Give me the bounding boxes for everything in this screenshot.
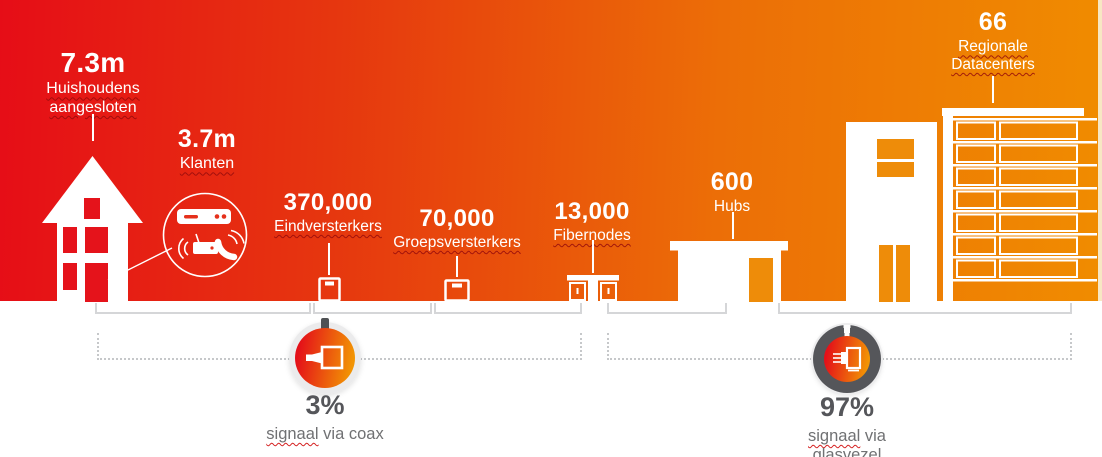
connector-line-eindversterkers xyxy=(328,243,330,275)
connector-line-fibernodes xyxy=(592,240,594,273)
stat-label: Regionale Datacenters xyxy=(951,38,1035,74)
gradient-banner: 7.3m Huishoudens aangesloten 3.7m Klante… xyxy=(0,0,1102,302)
stat-value: 7.3m xyxy=(60,47,126,78)
stat-value: 66 xyxy=(978,8,1008,36)
connector-line-groepsversterkers xyxy=(456,256,458,277)
stat-eindversterkers: 370,000 Eindversterkers xyxy=(248,190,408,236)
house-icon xyxy=(42,156,143,302)
hub-building-icon xyxy=(670,241,788,302)
coax-signal-badge xyxy=(289,318,361,394)
stat-value: 70,000 xyxy=(419,205,495,232)
stat-value: 370,000 xyxy=(283,189,373,216)
fiber-signal-badge xyxy=(813,325,881,393)
callout-line xyxy=(107,247,173,281)
stat-datacenters: 66 Regionale Datacenters xyxy=(937,9,1049,74)
span-bracket-house-eindversterker xyxy=(95,303,311,314)
stat-customers: 3.7m Klanten xyxy=(157,126,257,174)
stat-label: Groepsversterkers xyxy=(393,234,521,252)
span-bracket-eindversterker-groepsversterker xyxy=(313,303,432,314)
connector-line-hubs xyxy=(732,212,734,239)
office-building-icon xyxy=(846,122,937,302)
connector-line-datacenters xyxy=(992,76,994,103)
stat-value: 600 xyxy=(710,168,754,196)
stat-value: 13,000 xyxy=(554,198,630,225)
stat-fibernodes: 13,000 Fibernodes xyxy=(512,199,672,245)
fiber-badge-core xyxy=(824,336,870,382)
span-bracket-groepsversterker-fibernode xyxy=(434,303,582,314)
coax-ring-segment xyxy=(321,318,329,330)
stat-hubs: 600 Hubs xyxy=(682,169,782,216)
datacenter-building-icon xyxy=(942,108,1097,302)
coax-label: signaal via coax xyxy=(266,425,384,443)
stat-label: Eindversterkers xyxy=(274,218,382,236)
stat-label: Fibernodes xyxy=(553,227,631,245)
fiber-label: signaal via glasvezel xyxy=(808,427,886,457)
coax-percent: 3% xyxy=(305,390,345,420)
coax-plug-icon xyxy=(306,345,344,370)
span-bracket-fibernode-hub xyxy=(607,303,727,314)
fiber-signal-stat: 97% signaal via glasvezel xyxy=(777,392,917,457)
stat-households: 7.3m Huishoudens aangesloten xyxy=(3,48,183,117)
stat-label: Klanten xyxy=(179,155,235,173)
coax-badge-core xyxy=(295,328,355,388)
stat-label: Hubs xyxy=(713,198,751,216)
stat-label: Huishoudens aangesloten xyxy=(46,80,140,116)
coax-signal-stat: 3% signaal via coax xyxy=(255,390,395,444)
customer-devices-icon xyxy=(162,192,248,278)
stat-value: 3.7m xyxy=(177,125,237,153)
fiber-percent: 97% xyxy=(819,392,875,422)
span-bracket-hub-datacenter xyxy=(778,303,1072,314)
fibernode-cabinet-icon xyxy=(567,275,619,302)
eindversterker-cabinet-icon xyxy=(318,277,341,302)
groepsversterker-cabinet-icon xyxy=(444,279,470,302)
fiber-plug-icon xyxy=(833,346,862,372)
stat-groepsversterkers: 70,000 Groepsversterkers xyxy=(377,206,537,252)
connector-line-households xyxy=(92,114,94,141)
